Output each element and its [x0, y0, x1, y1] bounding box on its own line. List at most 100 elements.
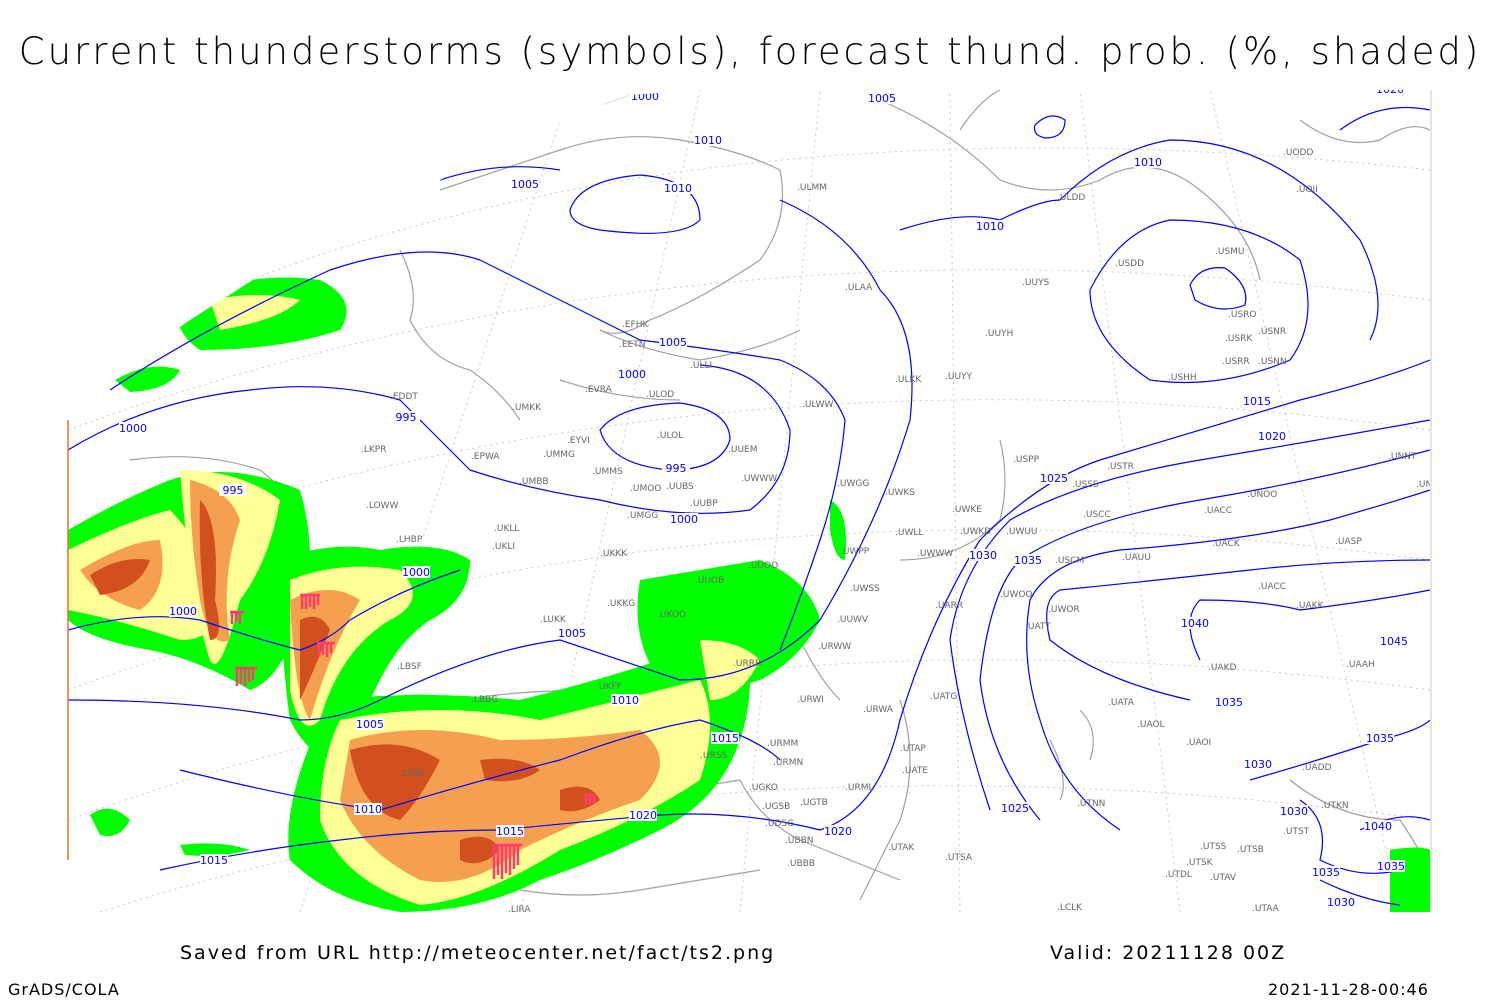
isobar-label: 995 [392, 411, 420, 424]
thunderstorm-symbol-icon [300, 593, 320, 609]
isobar-label: 1005 [511, 178, 539, 191]
station-label: .URMN [773, 758, 803, 768]
station-label: .UWSS [850, 584, 880, 594]
station-label: .UKKG [607, 599, 635, 609]
station-label: .USCM [1055, 556, 1084, 566]
station-label: .UAKD [1208, 663, 1237, 673]
thunderstorm-symbol-icon [230, 610, 244, 624]
svg-text:1030: 1030 [1280, 805, 1308, 818]
station-label: .LOWW [366, 501, 399, 511]
station-label: .UADD [1302, 763, 1332, 773]
station-label: .URWI [797, 695, 824, 705]
station-label: .USSS [1072, 480, 1099, 490]
svg-text:1010: 1010 [611, 694, 639, 707]
station-label: .UARR [935, 601, 963, 611]
station-label: .EFHK [622, 320, 649, 330]
svg-text:1035: 1035 [1377, 860, 1405, 873]
station-label: .UUYY [945, 372, 973, 382]
isobar-label: 1025 [1040, 472, 1068, 485]
svg-text:1005: 1005 [659, 336, 687, 349]
svg-text:1020: 1020 [824, 825, 852, 838]
station-label: .UMBB [519, 477, 549, 487]
svg-text:1010: 1010 [354, 803, 382, 816]
station-label: .USRK [1225, 334, 1253, 344]
station-label: .UAUU [1122, 553, 1151, 563]
svg-text:1005: 1005 [356, 718, 384, 731]
station-label: .EPWA [471, 452, 500, 462]
svg-text:1015: 1015 [200, 854, 228, 867]
station-label: .USTR [1107, 462, 1134, 472]
station-label: .URWA [863, 705, 894, 715]
station-label: .LHBP [396, 535, 423, 545]
station-label: .USRO [1228, 310, 1257, 320]
svg-text:1010: 1010 [664, 182, 692, 195]
station-label: .ULMM [797, 183, 827, 193]
station-label: .UWWW [741, 474, 777, 484]
svg-text:1030: 1030 [1244, 758, 1272, 771]
station-label: .UTDL [1165, 870, 1192, 880]
station-label: .LIRA [508, 905, 531, 915]
station-label: .LBSF [397, 662, 422, 672]
station-label: .EETN [619, 340, 645, 350]
station-label: .UTST [1283, 827, 1310, 837]
svg-text:1000: 1000 [119, 422, 147, 435]
station-label: .UACC [1258, 582, 1286, 592]
station-label: .UWUU [1006, 527, 1038, 537]
station-label: .UKFF [596, 682, 622, 692]
render-timestamp: 2021-11-28-00:46 [1268, 980, 1429, 999]
station-label: .URWW [818, 642, 851, 652]
isobar-label: 1030 [1280, 805, 1308, 818]
thunderstorm-symbol-icon [235, 666, 257, 686]
isobar-label: 1040 [1181, 617, 1209, 630]
station-label: .UGSB [762, 802, 790, 812]
station-label: .LCLK [1057, 903, 1083, 913]
isobar-label: 1005 [659, 336, 687, 349]
isobar-label: 1000 [618, 368, 646, 381]
station-label: .USNR [1258, 327, 1286, 337]
station-label: .USNN [1258, 357, 1287, 367]
svg-text:1000: 1000 [631, 90, 659, 103]
isobar-label: 1030 [1244, 758, 1272, 771]
station-label: .UWOO [1000, 590, 1033, 600]
isobar-label: 1035 [1215, 696, 1243, 709]
isobar-label: 1000 [169, 605, 197, 618]
svg-text:1005: 1005 [868, 92, 896, 105]
svg-text:1010: 1010 [976, 220, 1004, 233]
station-label: .UWWW [917, 549, 953, 559]
svg-text:1035: 1035 [1215, 696, 1243, 709]
isobar-label: 1035 [1312, 866, 1340, 879]
station-label: .ULLI [690, 361, 712, 371]
station-label: .UOII [1296, 185, 1318, 195]
station-label: .UDSG [765, 819, 794, 829]
svg-text:1030: 1030 [1327, 896, 1355, 909]
station-label: .URML [845, 783, 873, 793]
graticule [68, 90, 1430, 912]
station-label: .UMKK [512, 403, 542, 413]
isobar-label: 1015 [200, 854, 228, 867]
svg-text:1020: 1020 [629, 809, 657, 822]
station-label: .UASP [1335, 537, 1362, 547]
station-label: .UKKK [600, 549, 628, 559]
station-label: .UATA [1108, 698, 1135, 708]
station-label: .UWKS [885, 488, 915, 498]
svg-text:1030: 1030 [969, 549, 997, 562]
isobar-label: 1010 [611, 694, 639, 707]
station-label: .UACK [1212, 539, 1241, 549]
svg-text:1025: 1025 [1001, 802, 1029, 815]
station-label: .USCC [1083, 510, 1111, 520]
svg-text:1000: 1000 [402, 566, 430, 579]
svg-text:1000: 1000 [670, 513, 698, 526]
isobar-labels: 1000 1005 1010 1010 1005 1010 1010 1005 1000 995 1… [119, 90, 1408, 909]
station-label: .UUWV [837, 615, 869, 625]
station-label: .UUOB [695, 576, 724, 586]
map-title: Current thunderstorms (symbols), forecas… [18, 30, 1482, 73]
station-label: .UNOO [1247, 490, 1277, 500]
station-label: .UUBP [690, 499, 718, 509]
svg-text:995: 995 [666, 462, 687, 475]
station-label: .USMU [1215, 247, 1245, 257]
svg-text:1000: 1000 [169, 605, 197, 618]
station-label: .UTSS [1200, 842, 1227, 852]
isobar-label: 1040 [1364, 820, 1392, 833]
station-label: .UBBB [787, 859, 815, 869]
